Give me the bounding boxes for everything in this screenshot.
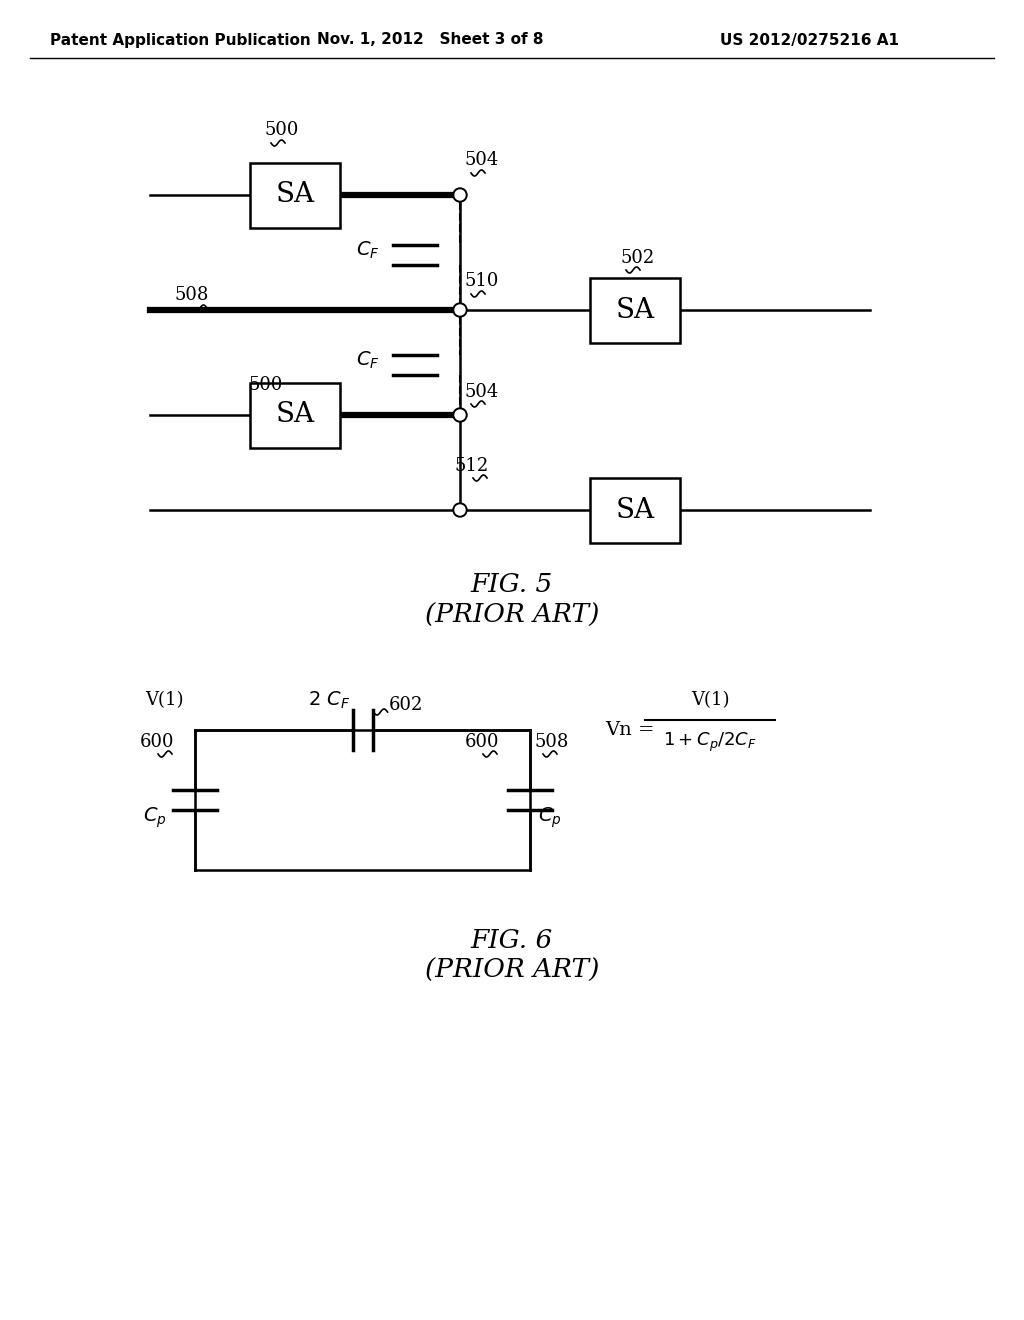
Text: $2\ C_F$: $2\ C_F$ bbox=[307, 689, 350, 710]
Circle shape bbox=[453, 304, 467, 317]
Text: SA: SA bbox=[615, 496, 654, 524]
Text: FIG. 6: FIG. 6 bbox=[471, 928, 553, 953]
Circle shape bbox=[455, 190, 465, 201]
Text: 510: 510 bbox=[465, 272, 500, 290]
Text: Nov. 1, 2012   Sheet 3 of 8: Nov. 1, 2012 Sheet 3 of 8 bbox=[316, 33, 544, 48]
Text: FIG. 5: FIG. 5 bbox=[471, 573, 553, 598]
Circle shape bbox=[455, 411, 465, 420]
Circle shape bbox=[453, 503, 467, 517]
Text: V(1): V(1) bbox=[691, 690, 729, 709]
Text: 512: 512 bbox=[455, 457, 489, 475]
Text: $C_p$: $C_p$ bbox=[143, 805, 167, 830]
Text: 500: 500 bbox=[265, 121, 299, 139]
Text: 600: 600 bbox=[465, 733, 500, 751]
Text: (PRIOR ART): (PRIOR ART) bbox=[425, 957, 599, 982]
Text: 602: 602 bbox=[388, 696, 423, 714]
Text: 508: 508 bbox=[175, 286, 209, 304]
Text: 502: 502 bbox=[620, 249, 654, 267]
Bar bbox=[590, 277, 680, 342]
Text: $1 + C_p/2C_F$: $1 + C_p/2C_F$ bbox=[664, 730, 757, 754]
Text: $C_F$: $C_F$ bbox=[356, 240, 380, 261]
Text: 500: 500 bbox=[248, 376, 283, 393]
Circle shape bbox=[455, 506, 465, 515]
Text: 504: 504 bbox=[465, 150, 500, 169]
Bar bbox=[590, 478, 680, 543]
Text: (PRIOR ART): (PRIOR ART) bbox=[425, 602, 599, 627]
Text: 504: 504 bbox=[465, 383, 500, 401]
Text: $C_F$: $C_F$ bbox=[356, 350, 380, 371]
Text: 600: 600 bbox=[140, 733, 174, 751]
Text: US 2012/0275216 A1: US 2012/0275216 A1 bbox=[720, 33, 899, 48]
Circle shape bbox=[455, 305, 465, 315]
Bar bbox=[250, 383, 340, 447]
Circle shape bbox=[453, 408, 467, 422]
Text: $C_p$: $C_p$ bbox=[538, 805, 561, 830]
Circle shape bbox=[453, 187, 467, 202]
Text: SA: SA bbox=[615, 297, 654, 323]
Text: Patent Application Publication: Patent Application Publication bbox=[50, 33, 310, 48]
Text: 508: 508 bbox=[535, 733, 569, 751]
Text: SA: SA bbox=[275, 181, 314, 209]
Text: SA: SA bbox=[275, 401, 314, 429]
Text: Vn =: Vn = bbox=[605, 721, 655, 739]
Text: V(1): V(1) bbox=[145, 690, 183, 709]
Bar bbox=[250, 162, 340, 227]
